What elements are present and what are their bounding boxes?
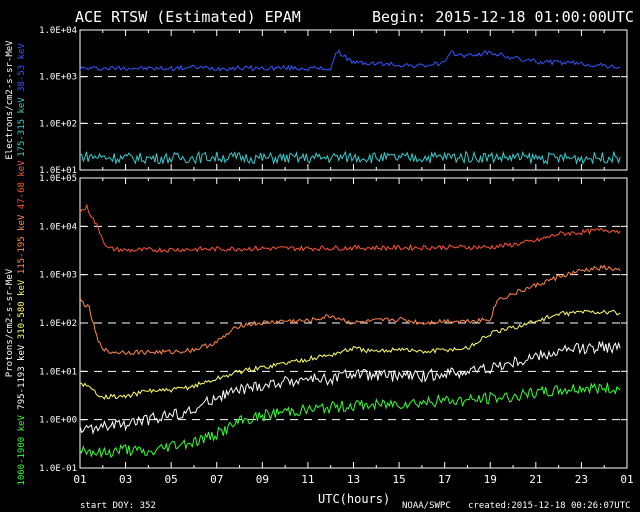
y-tick-label: 1.0E+02 — [39, 319, 77, 329]
y-tick-label: 1.0E+04 — [39, 26, 77, 36]
credit: NOAA/SWPC — [402, 501, 451, 511]
y-tick-label: 1.0E+00 — [39, 416, 77, 426]
chart-title: ACE RTSW (Estimated) EPAM — [75, 8, 301, 26]
legend-entry: 47-68 keV — [17, 160, 27, 215]
x-tick-label: 01 — [73, 473, 86, 486]
x-axis-label: UTC(hours) — [318, 492, 390, 506]
legend-entry: 115-195 keV — [17, 214, 27, 280]
x-tick-label: 11 — [301, 473, 314, 486]
legend: 175-315 keV 38-53 keV — [17, 43, 27, 157]
series-line — [79, 49, 621, 72]
x-tick-label: 09 — [256, 473, 269, 486]
y-axis-label: Protons/cm2-s-sr-MeV — [5, 268, 15, 377]
series-line — [79, 309, 621, 400]
series-line — [79, 382, 621, 459]
y-tick-label: 1.0E+02 — [39, 119, 77, 129]
x-tick-label: 07 — [210, 473, 223, 486]
x-tick-label: 15 — [392, 473, 405, 486]
y-tick-label: 1.0E+01 — [39, 166, 77, 176]
x-tick-label: 21 — [529, 473, 542, 486]
legend-entry: 175-315 keV — [17, 97, 27, 157]
y-tick-label: 1.0E+03 — [39, 73, 77, 83]
x-tick-label: 01 — [620, 473, 633, 486]
start-doy: start DOY: 352 — [80, 501, 156, 511]
x-tick-label: 19 — [484, 473, 497, 486]
legend-entry: 1060-1900 keV — [17, 415, 27, 486]
x-tick-label: 17 — [438, 473, 451, 486]
y-tick-label: 1.0E+05 — [39, 174, 77, 184]
y-tick-label: 1.0E+03 — [39, 271, 77, 281]
x-tick-label: 03 — [119, 473, 132, 486]
created-time: created:2015-12-18 00:26:07UTC — [468, 501, 631, 511]
legend-entry: 795-1193 keV — [17, 344, 27, 415]
y-axis-label: Electrons/cm2-s-sr-MeV — [5, 40, 15, 160]
x-tick-label: 13 — [347, 473, 360, 486]
proton-panel: 1.0E-01 1.0E+00 1.0E+01 1.0E+02 1.0E+03 1.0E+… — [5, 160, 628, 486]
series-line — [79, 203, 621, 253]
series-line — [79, 150, 621, 166]
y-tick-label: 1.0E+01 — [39, 367, 77, 377]
series-line — [79, 340, 621, 436]
x-tick-label: 05 — [165, 473, 178, 486]
series-line — [79, 264, 621, 356]
legend-entry: 310-580 keV — [17, 279, 27, 345]
x-tick-label: 23 — [575, 473, 588, 486]
begin-time: Begin: 2015-12-18 01:00:00UTC — [372, 8, 634, 26]
x-axis: 01 03 05 07 09 11 13 15 17 19 21 23 01 — [73, 473, 633, 486]
panel-frame — [79, 29, 628, 171]
y-tick-label: 1.0E-01 — [39, 464, 77, 474]
legend: 1060-1900 keV 795-1193 keV 310-580 keV 1… — [17, 160, 27, 486]
y-tick-label: 1.0E+04 — [39, 222, 77, 232]
legend-entry: 38-53 keV — [17, 43, 27, 98]
electron-panel: 1.0E+01 1.0E+02 1.0E+03 1.0E+04 Electrons/cm… — [5, 26, 628, 176]
